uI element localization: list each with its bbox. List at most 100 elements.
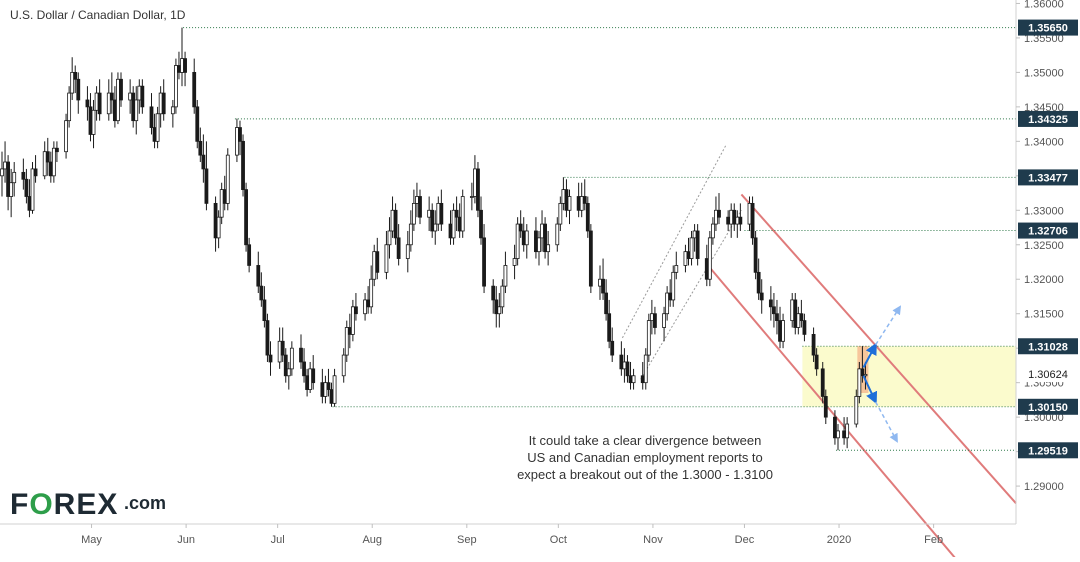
candle-body: [561, 189, 566, 204]
candle-body: [174, 65, 178, 108]
candle: [854, 389, 859, 428]
candle-body: [259, 285, 264, 301]
candle-body: [198, 140, 203, 156]
candle: [354, 293, 358, 321]
level-badge: [1018, 338, 1078, 355]
candle-body: [94, 92, 99, 111]
candle: [283, 348, 288, 383]
candle-body: [790, 299, 795, 322]
candle-body: [241, 140, 245, 191]
candle-body: [354, 306, 358, 315]
candle: [341, 348, 346, 383]
candle-body: [707, 237, 712, 280]
candle: [76, 72, 81, 114]
candle-body: [308, 368, 313, 390]
candle-body: [753, 237, 758, 273]
candle-body: [732, 209, 737, 225]
candle-body: [332, 375, 337, 404]
candle: [6, 155, 11, 211]
candle: [738, 203, 743, 231]
candle-body: [256, 265, 261, 287]
x-tick-label: Jul: [271, 534, 285, 546]
candle-body: [222, 189, 227, 204]
last-price-badge: [1018, 366, 1078, 383]
candle: [155, 106, 160, 149]
candle: [109, 72, 114, 114]
candle: [775, 299, 779, 335]
candle-body: [622, 361, 627, 370]
candle: [588, 224, 593, 294]
candle: [601, 258, 605, 300]
candle-body: [0, 168, 4, 177]
logo-suffix: .com: [124, 493, 166, 513]
candle: [476, 162, 480, 218]
candle: [537, 230, 541, 266]
candle: [192, 58, 197, 114]
candle: [204, 141, 209, 211]
candle: [70, 57, 75, 100]
candle: [836, 424, 840, 451]
ascending-channel-line: [621, 144, 727, 339]
candle-body: [70, 71, 75, 94]
candle: [262, 286, 267, 328]
candle-body: [106, 92, 111, 115]
candle-body: [689, 237, 694, 259]
candle: [756, 258, 761, 300]
candle-body: [299, 347, 303, 363]
candle-body: [598, 278, 602, 287]
candle-body: [796, 313, 801, 328]
candle-body: [436, 202, 441, 225]
candle: [604, 279, 609, 321]
x-tick-label: May: [81, 534, 102, 546]
candle-body: [802, 320, 807, 335]
x-tick-label: Feb: [924, 534, 943, 546]
candle: [67, 86, 72, 128]
candle-body: [729, 209, 734, 225]
candle-body: [695, 230, 700, 259]
candle-body: [326, 382, 331, 390]
candle: [439, 189, 444, 231]
candle-body: [863, 373, 868, 377]
candle-body: [491, 285, 496, 301]
candle-body: [76, 78, 81, 101]
candle-body: [302, 361, 306, 377]
candle: [430, 203, 435, 238]
level-badge-label: 1.33477: [1028, 172, 1068, 184]
candle-body: [91, 109, 96, 135]
candle-body: [482, 237, 486, 287]
candle: [823, 389, 828, 425]
candle-body: [131, 92, 136, 122]
candle-body: [268, 354, 273, 363]
candle-body: [33, 168, 38, 177]
candle-body: [640, 375, 645, 384]
x-tick-label: 2020: [827, 534, 851, 546]
candle: [695, 224, 700, 266]
candle-body: [619, 354, 624, 370]
level-badge-label: 1.30150: [1028, 402, 1068, 414]
candle-body: [405, 244, 410, 259]
y-tick-label: 1.34500: [1024, 102, 1064, 114]
candle-body: [195, 106, 200, 142]
candle-body: [564, 189, 569, 211]
candle-body: [710, 223, 715, 239]
projection-arrow: [875, 305, 902, 346]
candle: [833, 410, 837, 445]
candle: [344, 320, 349, 362]
candle-body: [158, 92, 163, 115]
candle-body: [494, 299, 499, 315]
candle: [119, 72, 123, 107]
logo-wordmark: FOREX: [10, 488, 118, 521]
candle-body: [717, 209, 721, 218]
candle: [183, 51, 187, 87]
candle-body: [479, 209, 483, 239]
candle-body: [170, 106, 175, 115]
candle-body: [820, 368, 825, 397]
candle-body: [161, 92, 166, 115]
x-tick-label: Nov: [643, 534, 663, 546]
candle: [662, 306, 666, 342]
candle-body: [610, 340, 615, 356]
candle: [198, 127, 203, 163]
candle-body: [369, 278, 374, 308]
level-badge: [1018, 110, 1078, 127]
candle-body: [451, 209, 456, 239]
